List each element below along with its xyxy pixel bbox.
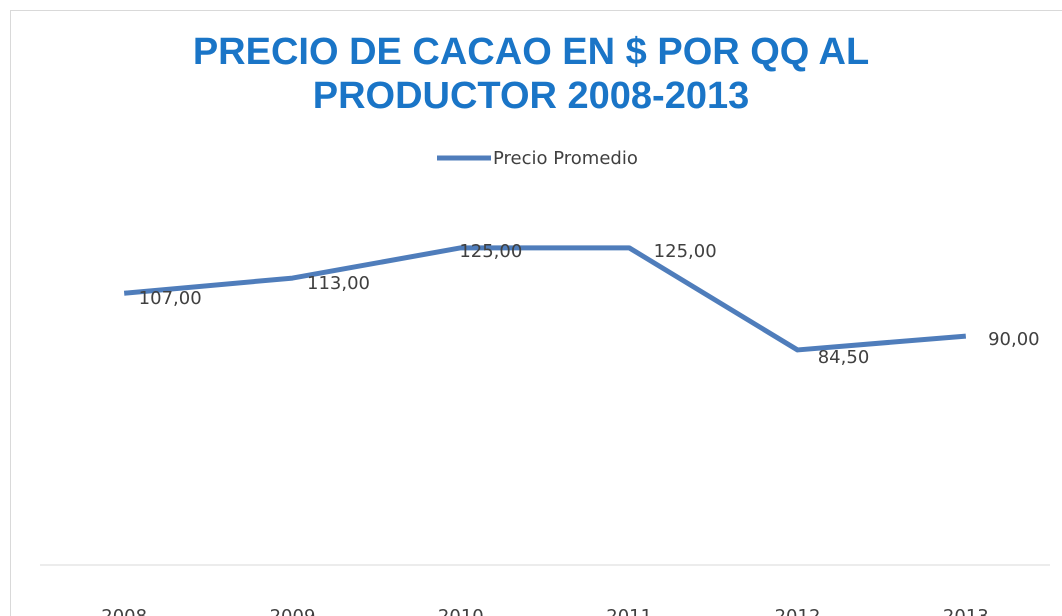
chart-border	[10, 10, 1062, 616]
data-label: 113,00	[307, 273, 370, 294]
data-label: 90,00	[988, 329, 1040, 350]
legend-label: Precio Promedio	[493, 148, 638, 169]
x-tick-label: 2011	[606, 606, 652, 616]
data-label: 125,00	[654, 241, 717, 262]
data-line	[123, 245, 967, 353]
data-label: 107,00	[139, 288, 202, 309]
data-label: 84,50	[818, 347, 870, 368]
x-tick-label: 2009	[270, 606, 316, 616]
x-tick-label: 2012	[775, 606, 821, 616]
data-label: 125,00	[459, 241, 522, 262]
x-tick-label: 2010	[438, 606, 484, 616]
chart-title: PRECIO DE CACAO EN $ POR QQ AL PRODUCTOR…	[192, 31, 870, 117]
x-tick-label: 2013	[943, 606, 989, 616]
x-tick-label: 2008	[101, 606, 147, 616]
